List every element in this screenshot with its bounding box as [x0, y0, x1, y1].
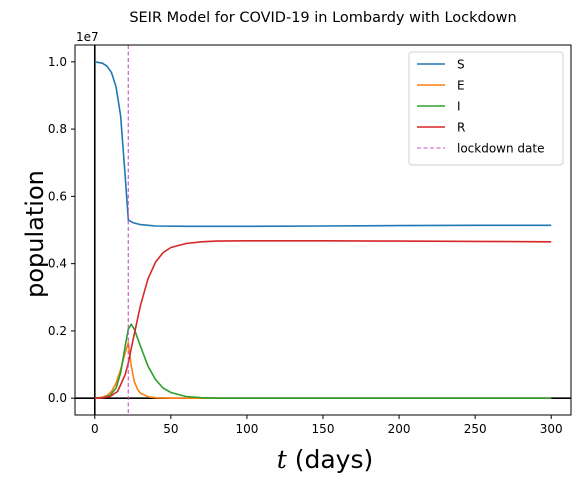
y-tick-label: 0.8	[48, 122, 67, 136]
x-tick-label: 300	[540, 422, 563, 436]
series-line-R	[94, 240, 552, 399]
chart-title: SEIR Model for COVID-19 in Lombardy with…	[129, 10, 516, 26]
x-tick-label: 100	[235, 422, 258, 436]
legend-label: R	[457, 121, 465, 135]
legend-label: E	[457, 79, 465, 93]
y-offset-label: 1e7	[76, 30, 99, 44]
series-line-I	[94, 323, 552, 400]
x-tick-label: 50	[163, 422, 178, 436]
x-tick-label: 150	[312, 422, 335, 436]
legend-label: I	[457, 100, 461, 114]
x-tick-label: 0	[91, 422, 99, 436]
series-line-S	[94, 61, 552, 228]
series-line-E	[94, 341, 552, 400]
y-tick-label: 0.0	[48, 391, 67, 405]
x-axis-variable: t	[277, 445, 288, 474]
legend-box	[408, 51, 564, 166]
x-axis-unit: (days)	[295, 445, 374, 474]
y-tick-label: 0.4	[48, 257, 67, 271]
x-tick-label: 200	[388, 422, 411, 436]
x-axis-label: t (days)	[277, 445, 374, 474]
x-tick-label: 250	[464, 422, 487, 436]
plot-layer: 0 50 100 150 200 250 300 0.0 0.2 0.4 0.6 0.8 1.0 SEIR…	[48, 44, 572, 436]
legend-label: lockdown date	[457, 142, 544, 156]
legend-label: S	[457, 58, 465, 72]
y-tick-label: 1.0	[48, 55, 67, 69]
y-tick-label: 0.2	[48, 324, 67, 338]
y-axis-label: population	[21, 170, 49, 298]
y-tick-label: 0.6	[48, 189, 67, 203]
